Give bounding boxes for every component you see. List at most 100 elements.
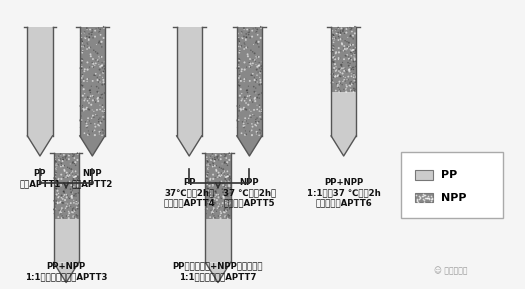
Point [203,175,212,180]
Point [204,177,212,182]
Point [99,71,107,75]
Point [89,98,97,103]
Point [69,177,78,181]
Point [79,105,87,110]
Point [61,154,69,159]
Point [226,174,234,179]
Point [225,175,234,179]
Point [206,195,214,200]
Point [72,172,80,177]
Point [337,26,345,31]
Point [329,40,338,45]
Point [258,66,266,71]
Point [344,74,352,79]
Point [242,77,250,81]
Point [78,68,87,73]
Text: ☺ 检验医学网: ☺ 检验医学网 [434,266,468,275]
Point [335,79,343,84]
Polygon shape [176,136,202,156]
Point [202,189,210,194]
Point [90,128,99,133]
Point [219,171,227,176]
Point [257,25,265,29]
Point [345,67,354,72]
Point [340,57,348,62]
Point [248,28,256,33]
Point [235,39,243,44]
Point [82,34,91,39]
Point [65,153,73,158]
Point [91,112,100,117]
Point [328,47,336,51]
Point [226,172,234,177]
Point [424,196,432,200]
Point [88,30,97,34]
Point [217,203,226,208]
Point [335,89,343,94]
Point [72,174,80,179]
Point [208,152,217,156]
Point [347,53,355,58]
Point [78,39,86,44]
Point [341,38,349,43]
Point [68,210,76,214]
Point [78,66,86,71]
Point [203,159,212,164]
Point [59,175,68,180]
Point [70,184,78,189]
Point [342,27,351,31]
Point [216,174,225,179]
Point [94,90,103,95]
Point [78,103,86,108]
Point [346,25,354,30]
Point [100,110,109,115]
Point [83,95,92,100]
Point [62,158,71,162]
Point [60,167,69,172]
Point [89,65,98,70]
Point [98,66,107,70]
Point [80,98,89,103]
Point [332,88,340,93]
Point [341,53,350,58]
Point [217,180,225,185]
Point [337,49,345,53]
Point [351,24,359,29]
Point [73,183,81,188]
Point [346,88,355,92]
Point [204,166,212,171]
Point [59,201,67,205]
Point [50,175,59,179]
Point [89,129,97,134]
Point [235,95,243,100]
Point [237,87,245,92]
Point [77,80,86,84]
Point [204,186,212,191]
Point [256,69,265,74]
Point [251,59,259,63]
Point [329,46,337,51]
Point [98,119,106,124]
Point [50,176,58,180]
Point [337,81,345,86]
Point [203,158,212,162]
Point [68,207,77,211]
Point [252,77,260,82]
Point [77,61,86,65]
Point [246,114,255,119]
Point [60,192,69,197]
Point [78,50,87,55]
Point [209,177,217,181]
Point [212,190,220,195]
Point [425,196,433,200]
Point [236,49,244,54]
Point [58,200,66,205]
Point [242,119,250,123]
Point [248,34,256,39]
Point [214,204,223,209]
Point [74,172,82,177]
Point [211,201,219,205]
Point [329,33,338,38]
Point [253,107,261,112]
Point [73,179,81,183]
